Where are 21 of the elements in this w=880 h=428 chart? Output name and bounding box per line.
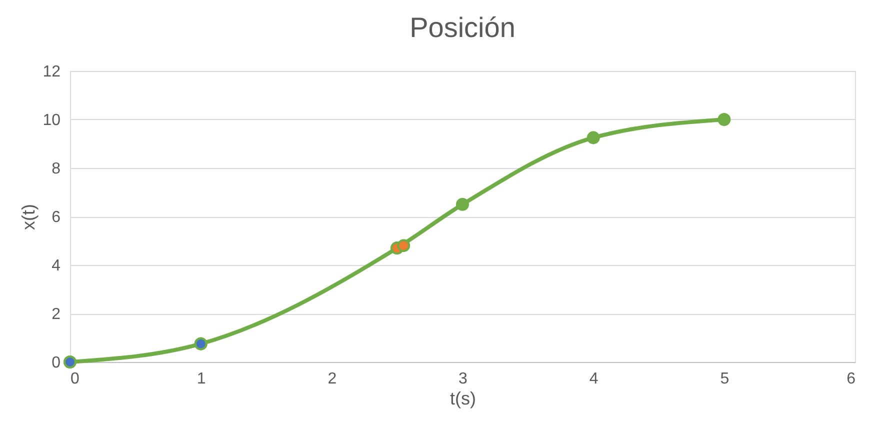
y-tick-label: 0 bbox=[52, 354, 61, 372]
y-axis-title: x(t) bbox=[18, 204, 39, 230]
chart-title: Posición bbox=[410, 12, 516, 43]
point bbox=[397, 239, 410, 252]
x-axis-title: t(s) bbox=[450, 388, 476, 408]
x-tick-label: 2 bbox=[328, 370, 337, 388]
point bbox=[456, 198, 470, 211]
point bbox=[586, 131, 600, 144]
x-tick-label: 1 bbox=[196, 370, 206, 388]
y-tick-label: 10 bbox=[42, 112, 61, 129]
point bbox=[718, 112, 731, 126]
y-tick-label: 4 bbox=[52, 258, 61, 274]
y-tick-label: 12 bbox=[42, 64, 61, 80]
y-tick-label: 8 bbox=[52, 160, 61, 178]
x-tick-label: 5 bbox=[720, 370, 730, 388]
x-tick-label: 4 bbox=[589, 370, 598, 388]
x-tick-label: 6 bbox=[846, 370, 856, 388]
x-tick-label: 0 bbox=[70, 370, 80, 388]
y-tick-label: 2 bbox=[52, 306, 61, 323]
y-tick-label: 6 bbox=[52, 209, 61, 226]
x-tick-label: 3 bbox=[458, 370, 468, 388]
